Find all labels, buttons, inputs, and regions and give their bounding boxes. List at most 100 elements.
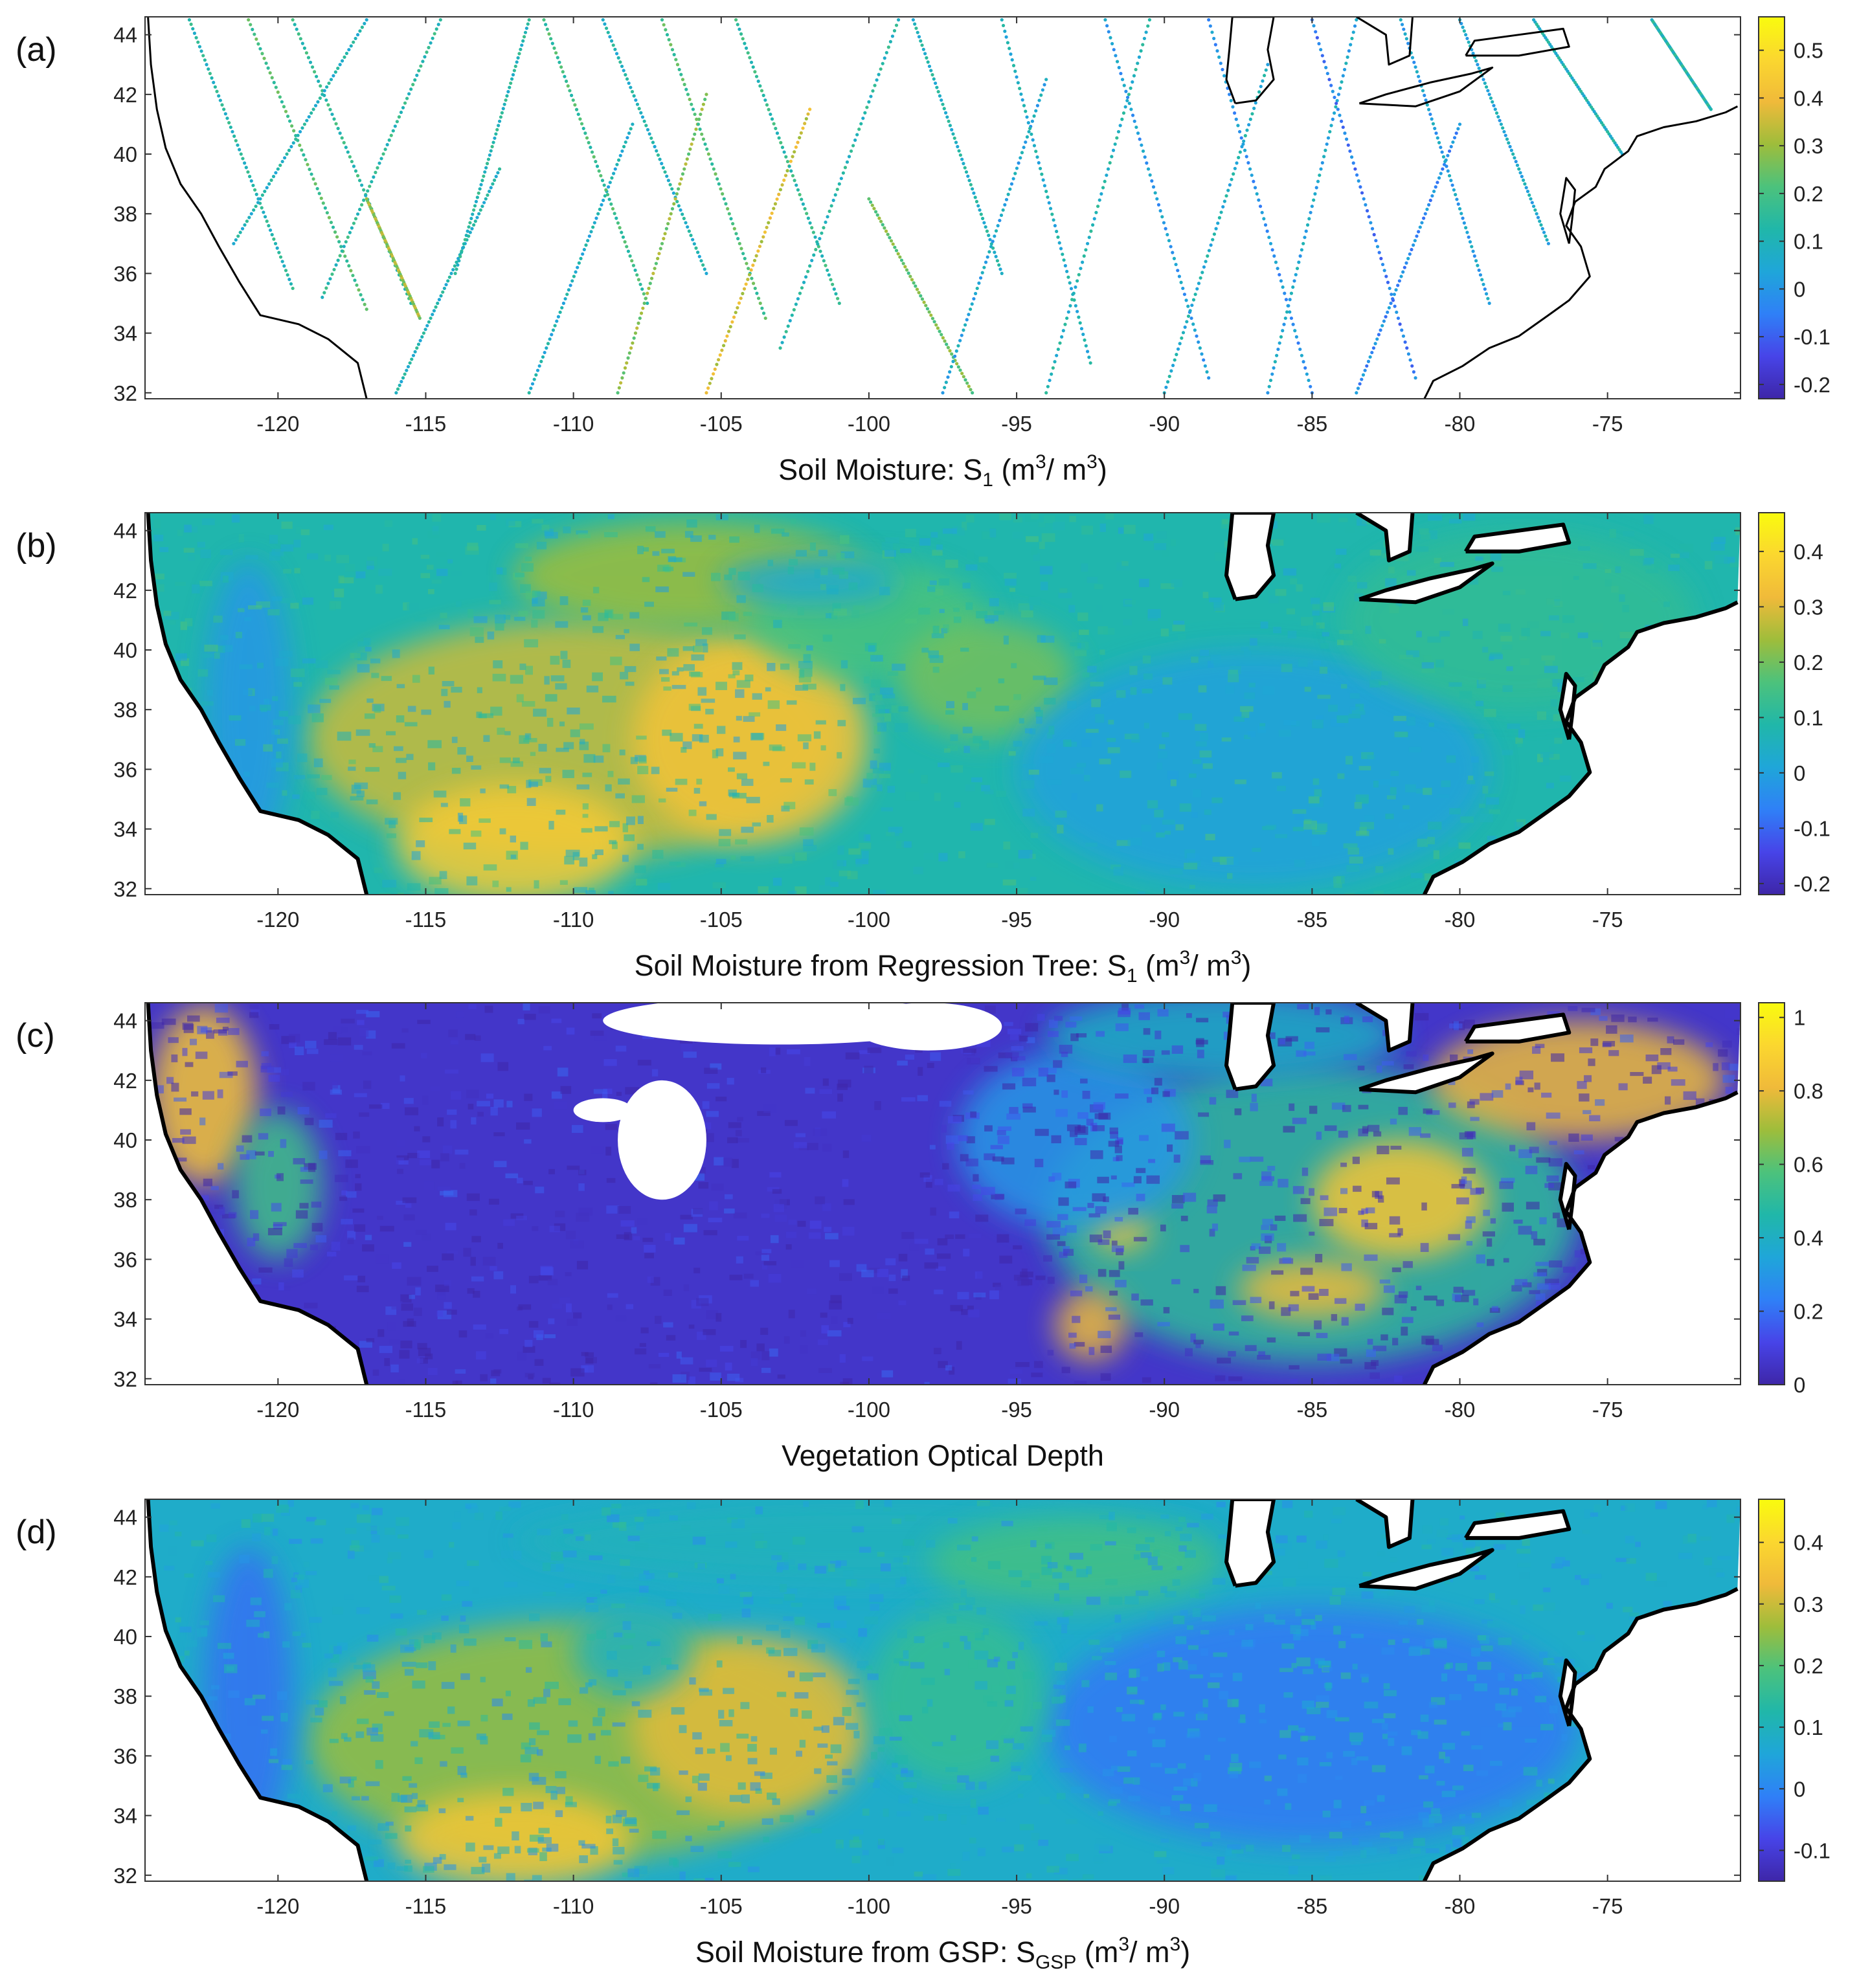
texture-cell xyxy=(1500,1178,1515,1183)
texture-cell xyxy=(615,1045,627,1052)
texture-cell xyxy=(525,665,533,675)
data-point xyxy=(675,199,679,203)
data-point xyxy=(282,105,286,109)
texture-cell xyxy=(1281,1307,1291,1316)
texture-cell xyxy=(547,1279,558,1286)
data-point xyxy=(527,391,531,395)
texture-cell xyxy=(1628,1016,1637,1023)
texture-cell xyxy=(311,810,320,819)
texture-cell xyxy=(605,1124,618,1130)
data-point xyxy=(913,22,917,26)
texture-cell xyxy=(518,1304,532,1310)
data-point xyxy=(941,336,945,340)
data-point xyxy=(1090,223,1095,227)
texture-cell xyxy=(293,682,302,687)
texture-cell xyxy=(300,1167,308,1172)
data-point xyxy=(694,246,698,250)
data-point xyxy=(1349,155,1354,159)
data-point xyxy=(1241,142,1245,146)
texture-cell xyxy=(984,1125,993,1132)
texture-cell xyxy=(731,1159,739,1168)
texture-cell xyxy=(440,1153,449,1162)
texture-cell xyxy=(379,1225,394,1232)
data-point xyxy=(1315,36,1319,39)
data-point xyxy=(192,31,197,35)
data-point xyxy=(1107,30,1110,34)
data-point xyxy=(613,47,617,51)
data-point xyxy=(515,60,519,64)
data-point xyxy=(359,293,363,296)
texture-cell xyxy=(400,1075,405,1082)
texture-cell xyxy=(859,842,872,849)
texture-cell xyxy=(862,1356,873,1361)
data-point xyxy=(933,81,938,85)
texture-cell xyxy=(1080,1078,1088,1084)
texture-cell xyxy=(761,1367,771,1373)
texture-cell xyxy=(473,1324,486,1330)
data-point xyxy=(1076,279,1079,283)
texture-cell xyxy=(1020,610,1033,618)
data-point xyxy=(743,256,747,260)
data-point xyxy=(1296,341,1300,345)
texture-cell xyxy=(822,634,833,642)
texture-cell xyxy=(493,1369,502,1374)
data-point xyxy=(393,124,397,128)
texture-cell xyxy=(1355,1303,1366,1311)
texture-cell xyxy=(403,1214,415,1221)
texture-cell xyxy=(807,1143,818,1150)
data-point xyxy=(627,351,631,355)
data-point xyxy=(697,254,701,258)
data-point xyxy=(1351,161,1355,165)
texture-cell xyxy=(839,535,850,544)
texture-cell xyxy=(407,1318,414,1327)
texture-cell xyxy=(1245,1345,1257,1352)
data-point xyxy=(1150,179,1154,183)
data-point xyxy=(1284,298,1289,302)
data-point xyxy=(321,201,325,205)
texture-cell xyxy=(556,748,569,752)
texture-cell xyxy=(477,687,482,693)
data-point xyxy=(1151,185,1156,189)
data-point xyxy=(260,52,264,56)
texture-cell xyxy=(981,785,991,792)
texture-cell xyxy=(1519,1070,1534,1080)
texture-cell xyxy=(1470,1188,1481,1195)
texture-cell xyxy=(368,1104,383,1109)
data-point xyxy=(313,104,318,107)
data-point xyxy=(648,282,652,285)
texture-cell xyxy=(871,785,881,790)
data-point xyxy=(1166,232,1169,237)
texture-cell xyxy=(607,514,614,519)
data-point xyxy=(1297,260,1301,264)
x-tick-label: -85 xyxy=(1297,1398,1328,1422)
data-point xyxy=(780,146,785,150)
data-point xyxy=(1476,263,1480,267)
texture-cell xyxy=(201,1195,209,1201)
coastline-5 xyxy=(1356,17,1414,66)
texture-cell xyxy=(885,1258,896,1266)
data-point xyxy=(614,52,619,56)
texture-cell xyxy=(1043,1255,1052,1262)
data-point xyxy=(555,319,559,323)
texture-cell xyxy=(901,1269,908,1279)
texture-cell xyxy=(1304,686,1311,692)
texture-cell xyxy=(1055,1109,1068,1117)
data-point xyxy=(1377,251,1381,254)
texture-cell xyxy=(1535,1044,1545,1048)
texture-cell xyxy=(735,1130,742,1137)
texture-cell xyxy=(1095,713,1105,723)
data-point xyxy=(758,301,762,306)
x-tick-label: -105 xyxy=(700,908,743,932)
texture-cell xyxy=(1503,1258,1509,1263)
texture-cell xyxy=(1432,1345,1443,1352)
data-point xyxy=(1377,333,1381,337)
texture-cell xyxy=(1364,1254,1378,1261)
texture-cell xyxy=(696,1298,709,1306)
data-point xyxy=(792,307,796,312)
data-point xyxy=(725,334,729,338)
texture-cell xyxy=(1364,815,1375,821)
data-point xyxy=(976,204,980,208)
texture-cell xyxy=(1215,552,1227,561)
texture-cell xyxy=(276,752,282,759)
data-point xyxy=(1313,192,1317,196)
